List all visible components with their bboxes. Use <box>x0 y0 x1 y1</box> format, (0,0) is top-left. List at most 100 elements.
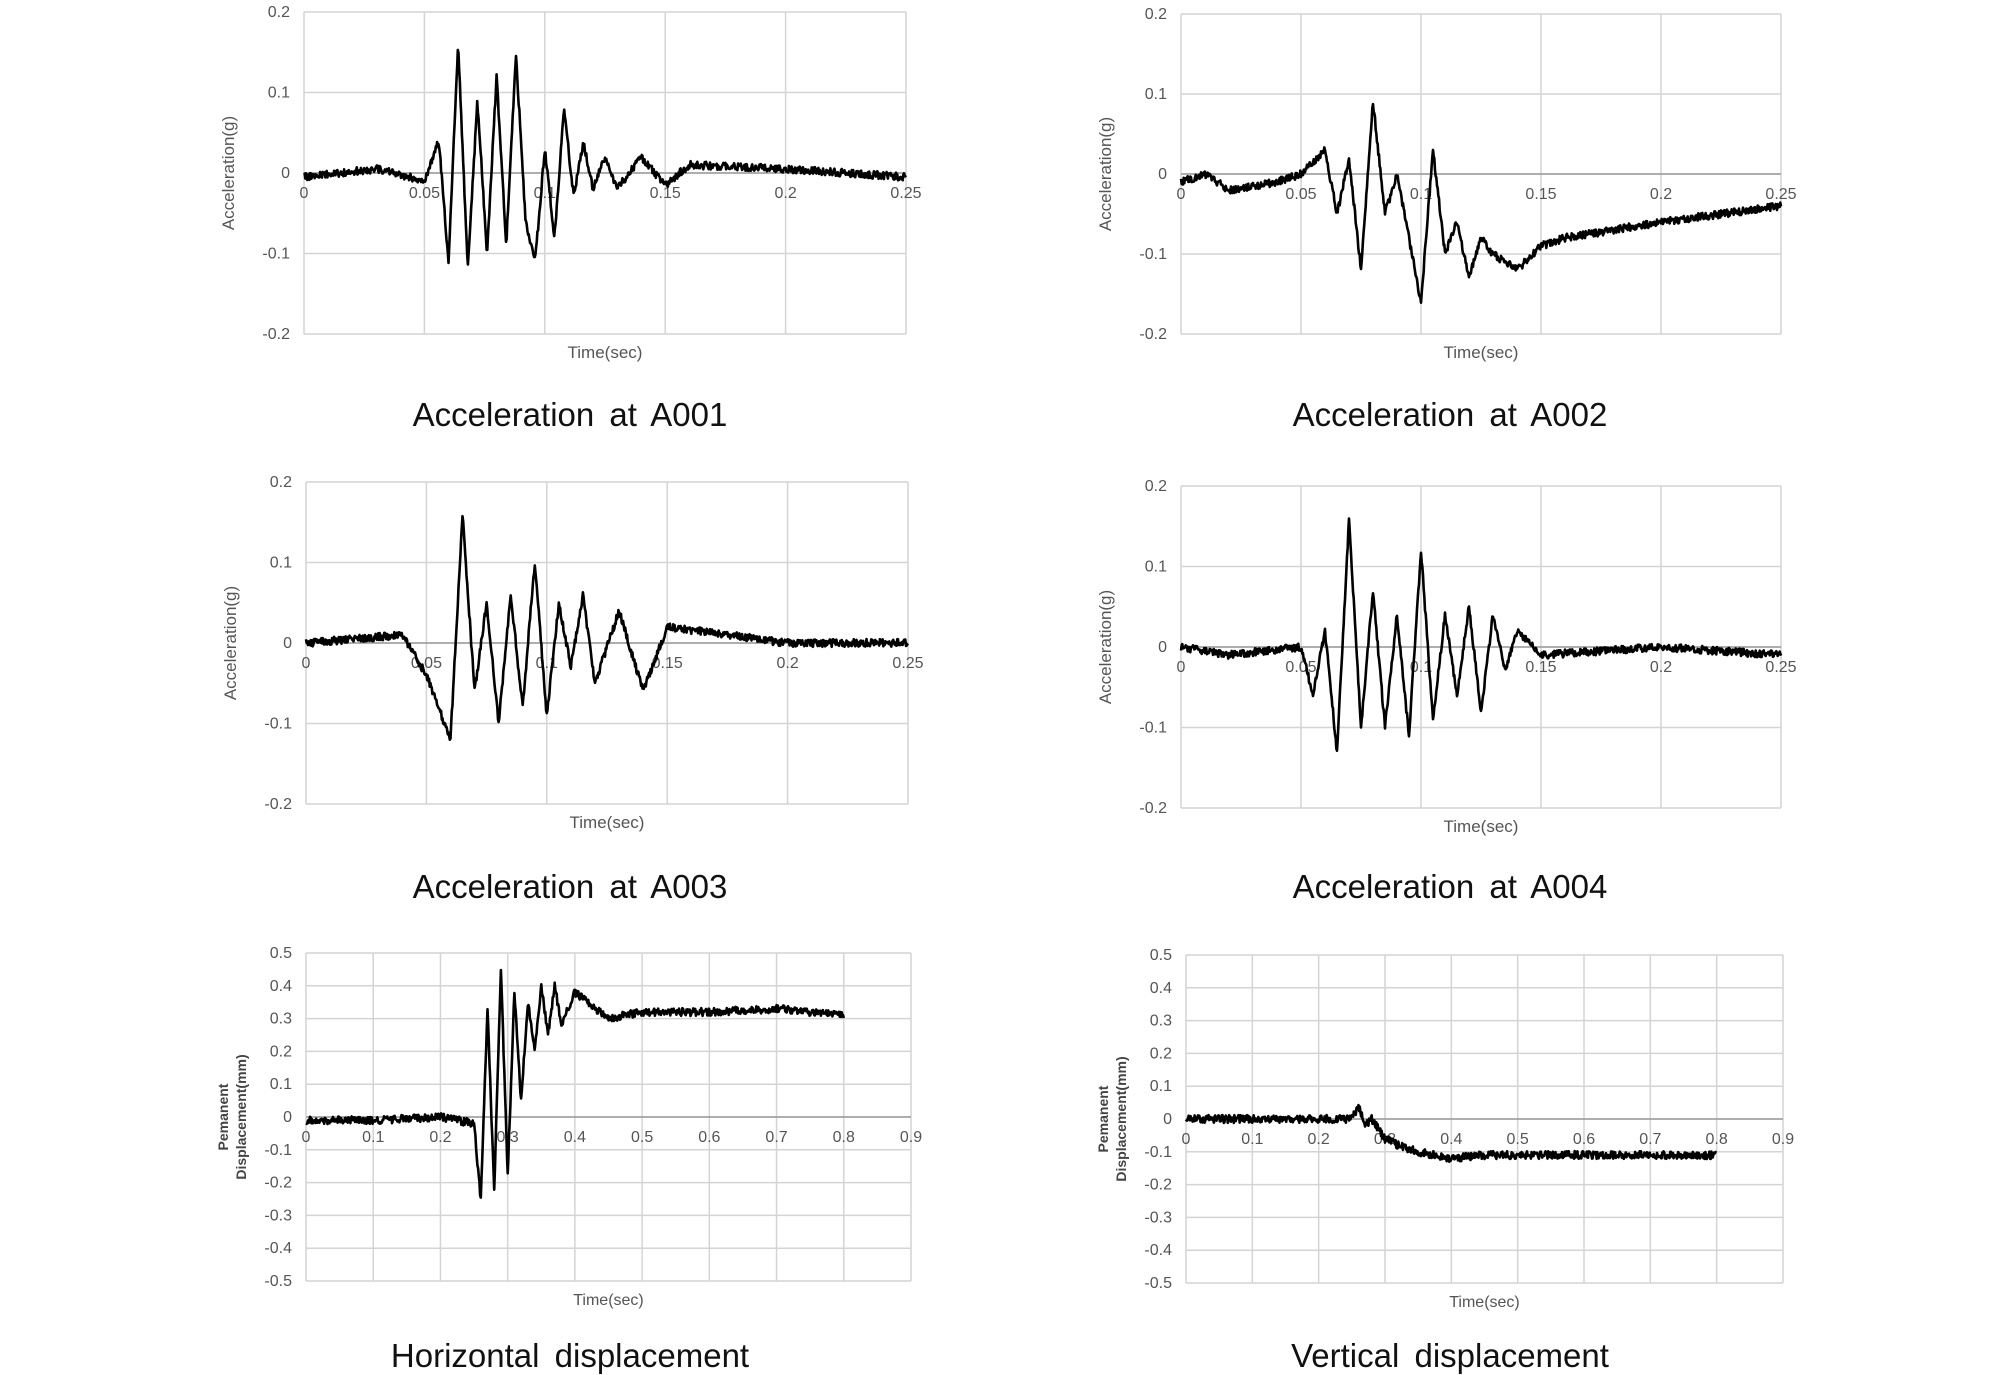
x-tick-label: 0.7 <box>1639 1131 1661 1148</box>
x-tick-label: 0.1 <box>1241 1131 1263 1148</box>
y-tick-label: -0.3 <box>1144 1209 1172 1226</box>
y-tick-label: 0.1 <box>1145 559 1167 576</box>
series-line <box>1184 1103 1718 1164</box>
y-axis-title: Acceleration(g) <box>1096 117 1115 231</box>
y-tick-label: -0.1 <box>262 246 290 263</box>
x-tick-label: 0.1 <box>534 185 556 202</box>
x-tick-label: 0.2 <box>776 655 798 672</box>
chart-caption: Acceleration at A004 <box>1292 868 1608 905</box>
y-tick-label: 0.2 <box>1145 478 1167 495</box>
chart-panel-a001: 0.2 0.1 0 -0.1 -0.2 0 0.05 0.1 0.15 0.2 0.25 Time(s… <box>200 0 940 433</box>
series-line <box>1179 517 1783 752</box>
y-tick-label: -0.2 <box>262 326 290 343</box>
y-tick-label: -0.2 <box>1139 800 1167 817</box>
chart-caption: Horizontal displacement <box>390 1337 750 1374</box>
x-axis-title: Time(sec) <box>570 813 645 832</box>
series-line <box>1179 102 1783 304</box>
y-tick-label: -0.1 <box>1139 246 1167 263</box>
x-axis-title: Time(sec) <box>1444 817 1519 836</box>
y-tick-label: -0.3 <box>264 1207 292 1224</box>
chart-panel-a003: 0.2 0.1 0 -0.1 -0.2 0 0.05 0.1 0.15 0.2 0.25 Time(s… <box>200 470 940 905</box>
chart-caption: Vertical displacement <box>1291 1337 1609 1374</box>
x-tick-label: 0.5 <box>1507 1131 1529 1148</box>
chart-panel-a004: 0.2 0.1 0 -0.1 -0.2 0 0.05 0.1 0.15 0.2 0.25 Time(s… <box>1080 470 1820 905</box>
x-axis-title: Time(sec) <box>1444 343 1519 362</box>
x-tick-label: 0.05 <box>411 655 442 672</box>
y-tick-label: -0.4 <box>1144 1242 1172 1259</box>
series-line <box>305 968 846 1199</box>
y-tick-label: 0.2 <box>268 4 290 21</box>
x-tick-label: 0.6 <box>1573 1131 1595 1148</box>
x-tick-label: 0.8 <box>1706 1131 1728 1148</box>
y-tick-label: -0.2 <box>264 1175 292 1192</box>
y-tick-label: -0.2 <box>1139 326 1167 343</box>
y-tick-label: 0 <box>283 1109 292 1126</box>
x-tick-label: 0.25 <box>890 185 921 202</box>
y-tick-label: 0.3 <box>270 1011 292 1028</box>
x-tick-label: 0.15 <box>650 185 681 202</box>
y-tick-label: 0.1 <box>268 85 290 102</box>
y-tick-label: 0.4 <box>1150 980 1172 997</box>
x-tick-label: 0.05 <box>1285 659 1316 676</box>
y-axis-title: Pemanent Displacement(mm) <box>215 1054 249 1179</box>
x-axis-title: Time(sec) <box>573 1292 644 1309</box>
y-tick-label: 0.1 <box>1150 1078 1172 1095</box>
y-tick-label: -0.1 <box>1144 1144 1172 1161</box>
chart-caption: Acceleration at A001 <box>412 396 728 433</box>
y-axis-title: Acceleration(g) <box>1096 590 1115 704</box>
y-tick-label: 0.2 <box>1145 6 1167 23</box>
x-tick-label: 0 <box>302 1129 311 1146</box>
y-tick-label: 0.5 <box>1150 947 1172 964</box>
y-tick-label: -0.1 <box>1139 720 1167 737</box>
y-tick-label: -0.5 <box>264 1273 292 1290</box>
y-tick-label: -0.2 <box>264 796 292 813</box>
y-tick-label: 0 <box>283 635 292 652</box>
chart-svg: 0.2 0.1 0 -0.1 -0.2 0 0.05 0.1 0.15 0.2 0.25 Time(s… <box>219 4 922 362</box>
x-tick-label: 0.9 <box>1772 1131 1794 1148</box>
x-tick-label: 0.2 <box>1650 186 1672 203</box>
x-tick-label: 0.2 <box>1308 1131 1330 1148</box>
chart-caption: Acceleration at A002 <box>1292 396 1608 433</box>
x-tick-label: 0.25 <box>892 655 923 672</box>
x-tick-label: 0.4 <box>564 1129 586 1146</box>
y-tick-label: 0.2 <box>270 1043 292 1060</box>
y-tick-label: -0.1 <box>264 716 292 733</box>
x-tick-label: 0.05 <box>1285 186 1316 203</box>
x-tick-label: 0.15 <box>1525 659 1556 676</box>
x-tick-label: 0 <box>1177 186 1186 203</box>
x-tick-label: 0.1 <box>362 1129 384 1146</box>
x-axis-title: Time(sec) <box>1449 1294 1520 1311</box>
y-axis-title: Acceleration(g) <box>221 586 240 700</box>
y-axis-title: Acceleration(g) <box>219 116 238 230</box>
y-tick-label: 0 <box>281 165 290 182</box>
y-axis-title: Pemanent Displacement(mm) <box>1095 1056 1129 1181</box>
y-tick-label: 0.1 <box>270 1076 292 1093</box>
x-tick-label: 0.1 <box>536 655 558 672</box>
x-tick-label: 0.8 <box>833 1129 855 1146</box>
y-tick-label: -0.1 <box>264 1142 292 1159</box>
y-tick-label: 0.2 <box>1150 1045 1172 1062</box>
x-tick-label: 0.15 <box>652 655 683 672</box>
x-tick-label: 0.7 <box>765 1129 787 1146</box>
chart-panel-vertical-displacement: 0.5 0.4 0.3 0.2 0.1 0 -0.1 -0.2 -0.3 -0.4 -0.5 0 0.1… <box>1080 945 1820 1374</box>
x-tick-label: 0.1 <box>1410 659 1432 676</box>
chart-svg: 0.2 0.1 0 -0.1 -0.2 0 0.05 0.1 0.15 0.2 0.25 Time(s… <box>1096 478 1797 836</box>
x-tick-label: 0.5 <box>631 1129 653 1146</box>
chart-panel-a002: 0.2 0.1 0 -0.1 -0.2 0 0.05 0.1 0.15 0.2 0.25 Time(s… <box>1080 0 1820 433</box>
x-tick-label: 0.05 <box>409 185 440 202</box>
chart-svg: 0.5 0.4 0.3 0.2 0.1 0 -0.1 -0.2 -0.3 -0.4 -0.5 0 0.1… <box>1095 947 1794 1311</box>
chart-svg: 0.2 0.1 0 -0.1 -0.2 0 0.05 0.1 0.15 0.2 0.25 Time(s… <box>221 474 924 832</box>
series-line <box>304 514 910 741</box>
series-line <box>303 48 908 266</box>
x-tick-label: 0.9 <box>900 1129 922 1146</box>
x-tick-label: 0.25 <box>1765 659 1796 676</box>
chart-svg: 0.5 0.4 0.3 0.2 0.1 0 -0.1 -0.2 -0.3 -0.4 -0.5 0 0.1… <box>215 945 922 1309</box>
y-tick-label: 0.5 <box>270 945 292 962</box>
x-tick-label: 0.25 <box>1765 186 1796 203</box>
x-tick-label: 0 <box>302 655 311 672</box>
x-tick-label: 0 <box>1182 1131 1191 1148</box>
y-tick-label: -0.4 <box>264 1240 292 1257</box>
chart-svg: 0.2 0.1 0 -0.1 -0.2 0 0.05 0.1 0.15 0.2 0.25 Time(s… <box>1096 6 1797 362</box>
x-tick-label: 0.1 <box>1410 186 1432 203</box>
x-tick-label: 0.2 <box>1650 659 1672 676</box>
